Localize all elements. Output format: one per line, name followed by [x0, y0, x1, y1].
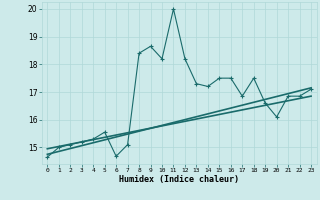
X-axis label: Humidex (Indice chaleur): Humidex (Indice chaleur) — [119, 175, 239, 184]
